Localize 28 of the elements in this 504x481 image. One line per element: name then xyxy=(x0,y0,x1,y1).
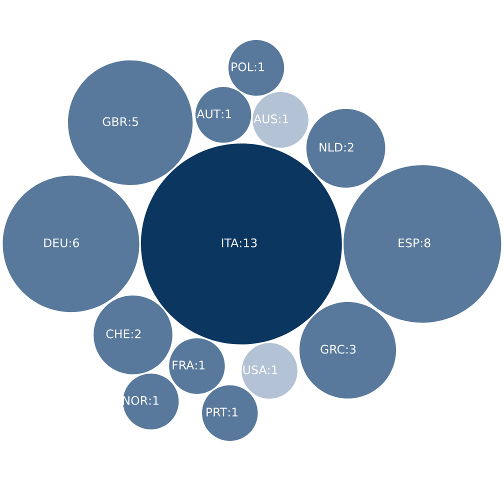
data-label: :1 xyxy=(268,365,278,374)
category-label: GBR xyxy=(102,117,128,126)
category-label: NLD xyxy=(320,142,342,152)
category-label: CHE xyxy=(106,329,130,338)
data-label: :1 xyxy=(149,396,158,405)
data-label: :1 xyxy=(279,114,288,124)
data-label: :13 xyxy=(240,238,257,248)
category-label: AUT xyxy=(196,110,221,118)
data-label: :3 xyxy=(346,344,356,354)
category-label: DEU xyxy=(44,238,68,248)
data-label: :2 xyxy=(344,142,354,152)
category-label: FRA xyxy=(172,360,194,370)
data-label: :8 xyxy=(420,238,430,248)
data-label: :1 xyxy=(254,62,264,72)
category-label: POL xyxy=(232,62,254,72)
data-label: :1 xyxy=(228,408,238,416)
data-label: :6 xyxy=(70,238,79,248)
data-label: :1 xyxy=(196,360,205,370)
category-label: ITA xyxy=(222,238,239,248)
category-label: GRC xyxy=(320,344,344,354)
category-label: PRT xyxy=(206,408,228,416)
category-label: AUS xyxy=(254,114,278,124)
category-label: NOR xyxy=(122,396,148,405)
category-label: USA xyxy=(243,365,267,374)
data-label: :2 xyxy=(132,329,141,338)
data-label: :1 xyxy=(222,110,231,118)
data-label: :5 xyxy=(128,117,138,126)
category-label: ESP xyxy=(398,238,420,248)
